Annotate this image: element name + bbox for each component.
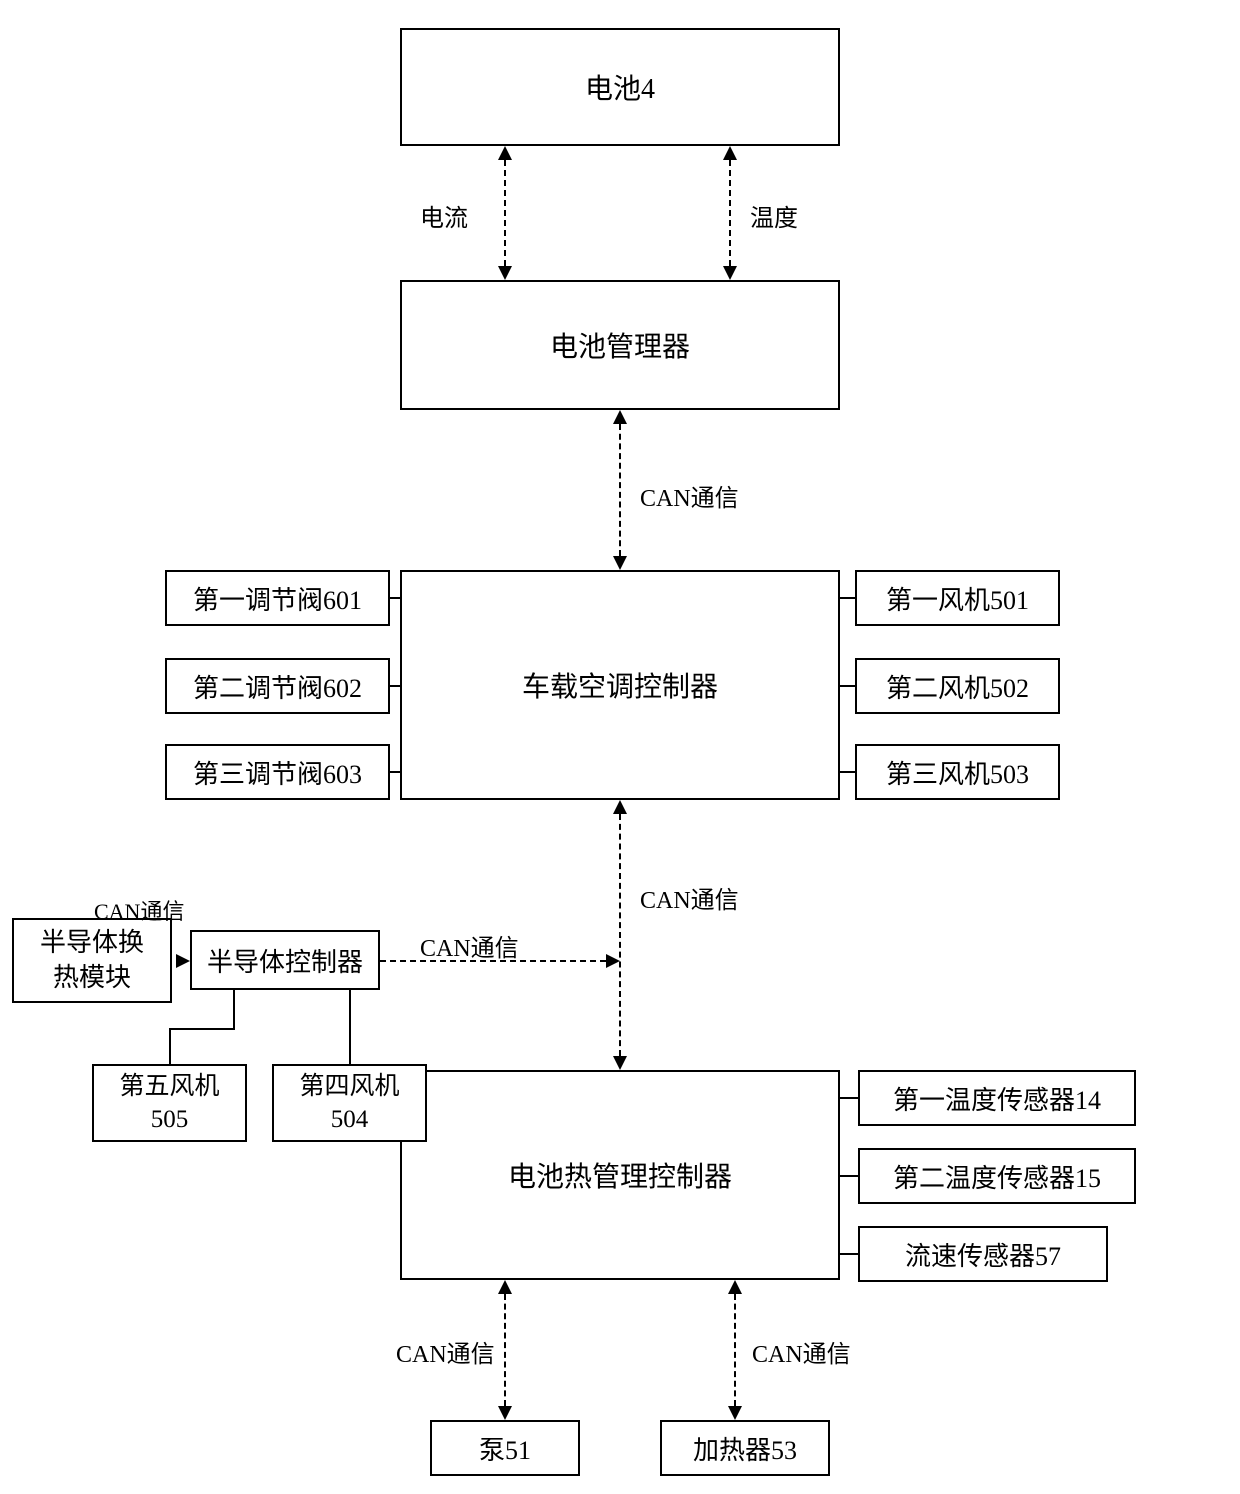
fan3-label: 第三风机503	[886, 754, 1029, 791]
pump-label: 泵51	[479, 1430, 531, 1467]
flow-label: 流速传感器57	[905, 1236, 1061, 1273]
edge-label-can-1: CAN通信	[640, 478, 739, 513]
valve2-label: 第二调节阀602	[193, 668, 362, 705]
battery-label: 电池4	[585, 67, 655, 107]
battery-mgr-label: 电池管理器	[550, 325, 690, 365]
ac-ctrl-node: 车载空调控制器	[400, 570, 840, 800]
edge-valve1	[390, 597, 400, 599]
arrow-up-icon	[498, 146, 512, 160]
thermal-ctrl-label: 电池热管理控制器	[508, 1155, 732, 1195]
edge-label-can-3: CAN通信	[94, 894, 184, 926]
fan2-label: 第二风机502	[886, 668, 1029, 705]
valve3-label: 第三调节阀603	[193, 754, 362, 791]
temp2-node: 第二温度传感器15	[858, 1148, 1136, 1204]
edge-valve2	[390, 685, 400, 687]
heater-label: 加热器53	[693, 1430, 797, 1467]
arrow-up-icon	[728, 1280, 742, 1294]
arrow-up-icon	[613, 410, 627, 424]
arrow-down-icon	[728, 1406, 742, 1420]
edge-battery-mgr-left	[504, 160, 506, 266]
edge-ac-thermal	[619, 814, 621, 1056]
ac-ctrl-label: 车载空调控制器	[522, 665, 718, 705]
valve2-node: 第二调节阀602	[165, 658, 390, 714]
edge-fan3	[840, 771, 855, 773]
semi-ctrl-label: 半导体控制器	[207, 942, 363, 979]
arrow-down-icon	[498, 1406, 512, 1420]
arrow-up-icon	[723, 146, 737, 160]
edge-label-temp: 温度	[750, 198, 798, 233]
arrow-down-icon	[613, 556, 627, 570]
edge-label-can-4: CAN通信	[420, 928, 519, 963]
arrow-up-icon	[498, 1280, 512, 1294]
temp1-node: 第一温度传感器14	[858, 1070, 1136, 1126]
arrow-right-icon	[606, 954, 620, 968]
edge-thermal-pump	[504, 1294, 506, 1406]
fan5-label: 第五风机 505	[119, 1070, 219, 1136]
temp2-label: 第二温度传感器15	[893, 1158, 1101, 1195]
arrow-up-icon	[613, 800, 627, 814]
pump-node: 泵51	[430, 1420, 580, 1476]
fan5-node: 第五风机 505	[92, 1064, 247, 1142]
edge-flow	[840, 1253, 858, 1255]
edge-temp1	[840, 1097, 858, 1099]
edge-thermal-heater	[734, 1294, 736, 1406]
edge-battery-mgr-right	[729, 160, 731, 266]
arrow-down-icon	[613, 1056, 627, 1070]
edge-semi-fan5-h	[169, 1028, 235, 1030]
edge-fan1	[840, 597, 855, 599]
battery-mgr-node: 电池管理器	[400, 280, 840, 410]
fan4-label: 第四风机 504	[299, 1070, 399, 1136]
edge-label-can-2: CAN通信	[640, 880, 739, 915]
edge-label-can-5: CAN通信	[396, 1334, 495, 1369]
edge-fan2	[840, 685, 855, 687]
semi-hx-label: 半导体换 热模块	[40, 926, 144, 995]
flow-node: 流速传感器57	[858, 1226, 1108, 1282]
edge-semi-fan5	[169, 1028, 171, 1064]
fan1-label: 第一风机501	[886, 580, 1029, 617]
arrow-down-icon	[498, 266, 512, 280]
edge-valve3	[390, 771, 400, 773]
edge-temp2	[840, 1175, 858, 1177]
edge-label-can-6: CAN通信	[752, 1334, 851, 1369]
fan1-node: 第一风机501	[855, 570, 1060, 626]
edge-label-current: 电流	[420, 198, 468, 233]
arrow-right-icon	[176, 954, 190, 968]
edge-semi-fan5-up	[233, 990, 235, 1030]
edge-mgr-ac	[619, 424, 621, 556]
semi-ctrl-node: 半导体控制器	[190, 930, 380, 990]
battery-node: 电池4	[400, 28, 840, 146]
heater-node: 加热器53	[660, 1420, 830, 1476]
fan2-node: 第二风机502	[855, 658, 1060, 714]
valve3-node: 第三调节阀603	[165, 744, 390, 800]
fan3-node: 第三风机503	[855, 744, 1060, 800]
edge-semi-fan4	[349, 990, 351, 1064]
temp1-label: 第一温度传感器14	[893, 1080, 1101, 1117]
valve1-label: 第一调节阀601	[193, 580, 362, 617]
fan4-node: 第四风机 504	[272, 1064, 427, 1142]
thermal-ctrl-node: 电池热管理控制器	[400, 1070, 840, 1280]
valve1-node: 第一调节阀601	[165, 570, 390, 626]
arrow-down-icon	[723, 266, 737, 280]
semi-hx-node: 半导体换 热模块	[12, 918, 172, 1003]
